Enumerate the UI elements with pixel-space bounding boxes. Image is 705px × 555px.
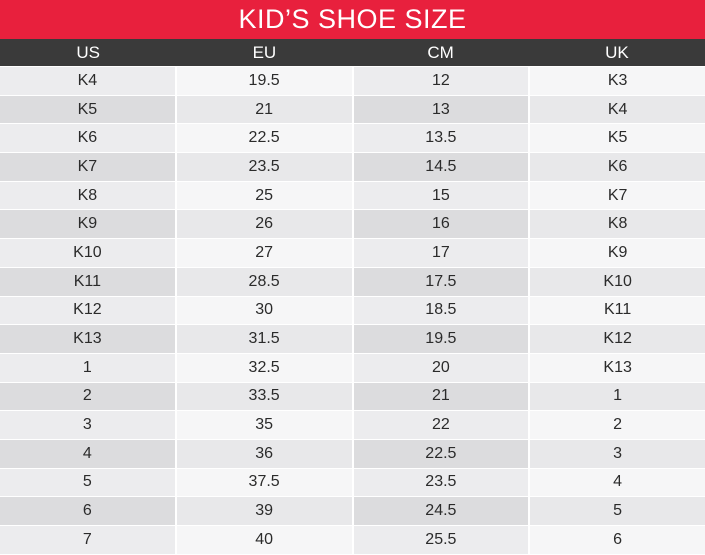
table-cell-cm: 21 — [353, 382, 531, 411]
table-cell-us: 5 — [0, 468, 177, 497]
table-cell-uk: 3 — [530, 439, 705, 468]
table-row: 2 33.5 21 1 — [0, 381, 705, 411]
table-cell-cm: 23.5 — [353, 468, 531, 497]
table-row: K7 23.5 14.5 K6 — [0, 152, 705, 181]
table-cell-cm: 13.5 — [353, 124, 531, 153]
table-row: 5 37.5 23.5 4 — [0, 467, 705, 497]
table-cell-us: 4 — [0, 439, 177, 468]
table-cell-eu: 28.5 — [176, 267, 354, 296]
table-row: 7 40 25.5 6 — [0, 525, 705, 554]
table-row: 4 36 22.5 3 — [0, 438, 705, 468]
table-cell-eu: 39 — [176, 497, 354, 525]
table-cell-cm: 17.5 — [353, 267, 531, 296]
table-cell-uk: 2 — [530, 411, 705, 439]
table-cell-us: K8 — [0, 181, 177, 210]
table-row: K11 28.5 17.5 K10 — [0, 266, 705, 296]
table-row: K5 21 13 K4 — [0, 94, 705, 124]
table-cell-us: K5 — [0, 95, 177, 124]
table-cell-us: 7 — [0, 526, 177, 554]
table-cell-cm: 22 — [353, 411, 531, 439]
table-cell-cm: 20 — [353, 353, 531, 382]
table-row: K4 19.5 12 K3 — [0, 66, 705, 95]
table-cell-uk: 6 — [530, 526, 705, 554]
table-row: K10 27 17 K9 — [0, 238, 705, 267]
table-cell-cm: 15 — [353, 181, 531, 210]
table-cell-us: K4 — [0, 67, 177, 95]
table-cell-eu: 26 — [176, 210, 354, 239]
table-cell-uk: K7 — [530, 181, 705, 210]
table-cell-uk: 1 — [530, 382, 705, 411]
table-cell-eu: 27 — [176, 239, 354, 267]
table-cell-uk: 4 — [530, 468, 705, 497]
table-cell-eu: 32.5 — [176, 353, 354, 382]
table-cell-us: K7 — [0, 153, 177, 181]
table-cell-uk: K3 — [530, 67, 705, 95]
table-row: K13 31.5 19.5 K12 — [0, 324, 705, 353]
table-cell-cm: 12 — [353, 67, 531, 95]
table-cell-eu: 19.5 — [176, 67, 354, 95]
column-header-cm: CM — [427, 42, 454, 62]
table-cell-eu: 21 — [176, 95, 354, 124]
table-cell-uk: K13 — [530, 353, 705, 382]
table-row: K12 30 18.5 K11 — [0, 295, 705, 325]
table-cell-us: K10 — [0, 239, 177, 267]
table-cell-eu: 31.5 — [176, 325, 354, 353]
table-cell-cm: 25.5 — [353, 526, 531, 554]
table-cell-uk: K10 — [530, 267, 705, 296]
table-row: 3 35 22 2 — [0, 410, 705, 439]
table-cell-uk: K8 — [530, 210, 705, 239]
table-cell-us: K11 — [0, 267, 177, 296]
table-cell-cm: 24.5 — [353, 497, 531, 525]
table-row: K9 26 16 K8 — [0, 209, 705, 239]
table-cell-cm: 22.5 — [353, 439, 531, 468]
table-cell-us: K13 — [0, 325, 177, 353]
table-body: K4 19.5 12 K3 K5 21 13 K4 K6 22.5 13.5 K5 K7 23.5 14.5… — [0, 66, 705, 554]
table-cell-eu: 22.5 — [176, 124, 354, 153]
table-cell-uk: 5 — [530, 497, 705, 525]
table-cell-us: 6 — [0, 497, 177, 525]
table-cell-cm: 17 — [353, 239, 531, 267]
table-cell-us: K9 — [0, 210, 177, 239]
table-cell-us: 1 — [0, 353, 177, 382]
table-cell-us: 3 — [0, 411, 177, 439]
table-cell-uk: K5 — [530, 124, 705, 153]
table-header: US EU CM UK — [0, 39, 705, 66]
column-header-us: US — [76, 42, 100, 62]
table-row: K6 22.5 13.5 K5 — [0, 123, 705, 153]
table-cell-uk: K6 — [530, 153, 705, 181]
table-cell-uk: K12 — [530, 325, 705, 353]
table-cell-eu: 33.5 — [176, 382, 354, 411]
table-cell-uk: K11 — [530, 296, 705, 325]
table-cell-eu: 25 — [176, 181, 354, 210]
table-cell-eu: 35 — [176, 411, 354, 439]
column-header-uk: UK — [605, 42, 629, 62]
table-cell-eu: 37.5 — [176, 468, 354, 497]
table-cell-eu: 40 — [176, 526, 354, 554]
table-cell-eu: 30 — [176, 296, 354, 325]
table-row: 6 39 24.5 5 — [0, 496, 705, 525]
table-cell-cm: 14.5 — [353, 153, 531, 181]
table-cell-eu: 23.5 — [176, 153, 354, 181]
table-cell-cm: 19.5 — [353, 325, 531, 353]
table-row: K8 25 15 K7 — [0, 180, 705, 210]
table-cell-us: K6 — [0, 124, 177, 153]
table-cell-cm: 16 — [353, 210, 531, 239]
table-cell-us: 2 — [0, 382, 177, 411]
chart-title: KID’S SHOE SIZE — [0, 0, 705, 39]
table-row: 1 32.5 20 K13 — [0, 352, 705, 382]
table-cell-us: K12 — [0, 296, 177, 325]
table-cell-uk: K9 — [530, 239, 705, 267]
table-cell-uk: K4 — [530, 95, 705, 124]
column-header-eu: EU — [252, 42, 277, 62]
table-cell-eu: 36 — [176, 439, 354, 468]
table-cell-cm: 13 — [353, 95, 531, 124]
table-cell-cm: 18.5 — [353, 296, 531, 325]
